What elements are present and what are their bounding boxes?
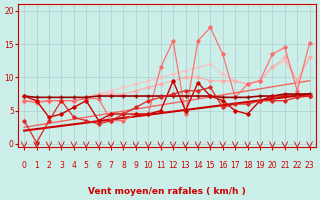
X-axis label: Vent moyen/en rafales ( km/h ): Vent moyen/en rafales ( km/h )	[88, 187, 246, 196]
